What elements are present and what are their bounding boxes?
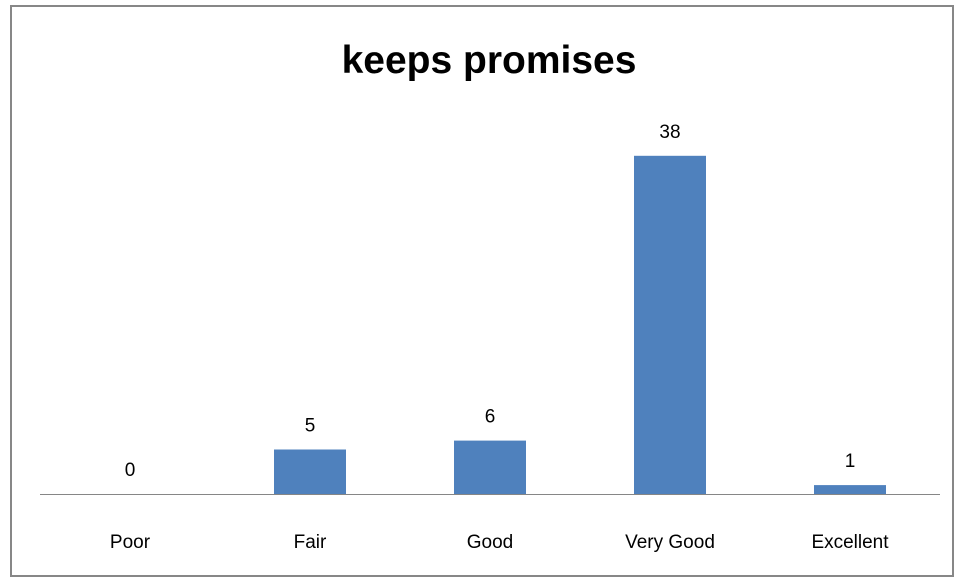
data-label-excellent: 1 — [845, 451, 856, 472]
data-label-very-good: 38 — [659, 122, 680, 143]
x-tick-label-excellent: Excellent — [811, 532, 889, 553]
data-label-good: 6 — [485, 407, 496, 428]
x-tick-labels-group: Poor Fair Good Very Good Excellent — [110, 532, 889, 553]
x-tick-label-poor: Poor — [110, 532, 151, 553]
chart-title: keeps promises — [342, 39, 637, 82]
x-tick-label-good: Good — [467, 532, 513, 553]
data-label-poor: 0 — [125, 460, 136, 481]
bar-good — [454, 440, 526, 494]
data-label-fair: 5 — [305, 416, 316, 437]
x-tick-label-fair: Fair — [294, 532, 327, 553]
bar-excellent — [814, 485, 886, 494]
bar-fair — [274, 449, 346, 494]
bar-very-good — [634, 155, 706, 495]
x-tick-label-very-good: Very Good — [625, 532, 715, 553]
bars-group — [274, 155, 886, 495]
data-labels-group: 0 5 6 38 1 — [125, 122, 856, 481]
